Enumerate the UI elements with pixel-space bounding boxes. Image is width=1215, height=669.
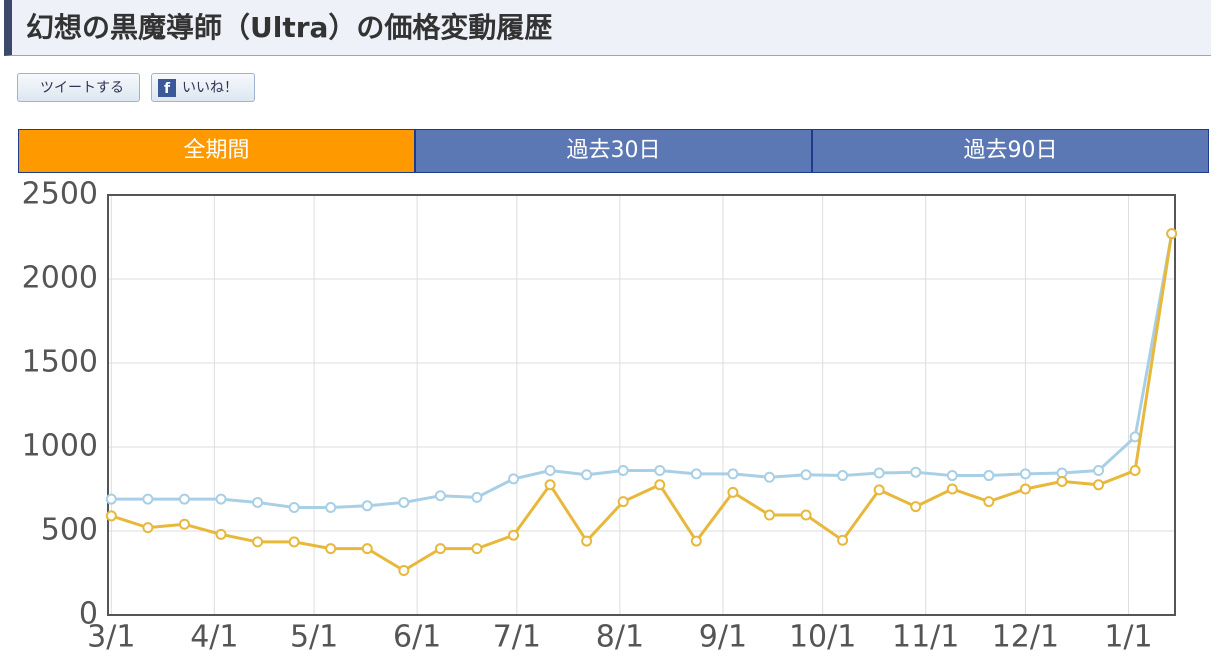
data-point: [361, 543, 373, 555]
fb-icon: f: [158, 79, 176, 97]
data-point: [1093, 465, 1105, 477]
y-tick-label: 500: [41, 513, 98, 548]
data-point: [1166, 228, 1178, 240]
data-point: [508, 529, 520, 541]
like-label: いいね！: [182, 80, 238, 96]
data-point: [763, 471, 775, 483]
data-point: [471, 491, 483, 503]
data-point: [1019, 483, 1031, 495]
data-point: [837, 534, 849, 546]
data-point: [325, 543, 337, 555]
tweet-label: ツイートする: [40, 80, 124, 96]
x-tick-label: 8/1: [596, 620, 644, 655]
y-tick-label: 2000: [22, 261, 98, 296]
data-point: [434, 490, 446, 502]
data-point: [325, 501, 337, 513]
tab[interactable]: 過去90日: [812, 129, 1209, 173]
tab[interactable]: 全期間: [18, 129, 415, 173]
data-point: [178, 493, 190, 505]
data-point: [873, 467, 885, 479]
data-point: [983, 496, 995, 508]
data-point: [617, 465, 629, 477]
data-point: [544, 479, 556, 491]
data-point: [946, 483, 958, 495]
data-point: [434, 543, 446, 555]
data-point: [288, 501, 300, 513]
data-point: [690, 468, 702, 480]
x-tick-label: 4/1: [190, 620, 238, 655]
data-point: [800, 469, 812, 481]
data-point: [398, 496, 410, 508]
data-point: [215, 528, 227, 540]
tweet-button[interactable]: ツイートする: [17, 73, 140, 102]
x-tick-label: 7/1: [493, 620, 541, 655]
plot-frame: [107, 194, 1176, 616]
x-tick-label: 3/1: [87, 620, 135, 655]
data-point: [581, 469, 593, 481]
data-point: [800, 509, 812, 521]
data-point: [837, 470, 849, 482]
data-point: [654, 465, 666, 477]
data-point: [252, 496, 264, 508]
data-point: [617, 496, 629, 508]
data-point: [727, 468, 739, 480]
y-tick-label: 1000: [22, 429, 98, 464]
data-point: [178, 518, 190, 530]
series-line: [111, 233, 1174, 509]
data-point: [361, 500, 373, 512]
y-tick-label: 0: [79, 597, 98, 632]
data-point: [690, 535, 702, 547]
x-tick-label: 1/1: [1104, 620, 1152, 655]
tabs: 全期間 過去30日 過去90日: [18, 129, 1209, 173]
page-title: 幻想の黒魔導師（Ultra）の価格変動履歴: [4, 0, 1211, 56]
x-tick-label: 10/1: [789, 620, 856, 655]
data-point: [946, 470, 958, 482]
y-tick-label: 2500: [22, 177, 98, 212]
x-tick-label: 12/1: [992, 620, 1059, 655]
data-point: [1056, 475, 1068, 487]
data-point: [1093, 479, 1105, 491]
data-point: [508, 473, 520, 485]
data-point: [581, 535, 593, 547]
data-point: [910, 466, 922, 478]
data-point: [983, 470, 995, 482]
like-button[interactable]: f いいね！: [151, 73, 255, 102]
data-point: [105, 510, 117, 522]
tab[interactable]: 過去30日: [415, 129, 812, 173]
data-point: [215, 493, 227, 505]
series-line: [110, 233, 1174, 573]
y-tick-label: 1500: [22, 345, 98, 380]
data-point: [471, 543, 483, 555]
x-tick-label: 9/1: [699, 620, 747, 655]
data-point: [910, 501, 922, 513]
data-point: [142, 493, 154, 505]
data-point: [873, 484, 885, 496]
x-tick-label: 6/1: [393, 620, 441, 655]
data-point: [142, 522, 154, 534]
x-tick-label: 11/1: [892, 620, 959, 655]
data-point: [1129, 465, 1141, 477]
data-point: [252, 536, 264, 548]
data-point: [1019, 468, 1031, 480]
data-point: [654, 479, 666, 491]
x-tick-label: 5/1: [290, 620, 338, 655]
data-point: [398, 564, 410, 576]
data-point: [763, 509, 775, 521]
data-point: [727, 486, 739, 498]
data-point: [288, 536, 300, 548]
data-point: [1129, 431, 1141, 443]
data-point: [105, 493, 117, 505]
data-point: [544, 465, 556, 477]
